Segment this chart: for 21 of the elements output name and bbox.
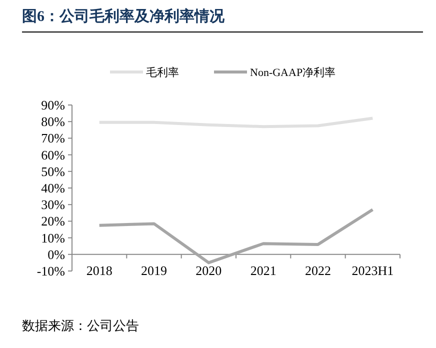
y-tick-label: 90% — [41, 98, 66, 112]
y-tick-label: 50% — [41, 164, 66, 179]
y-tick-label: -10% — [36, 264, 66, 278]
y-tick-label: 80% — [41, 114, 66, 130]
y-tick-label: 10% — [41, 230, 66, 246]
x-tick-label: 2018 — [86, 263, 112, 278]
y-tick-label: 60% — [41, 147, 66, 162]
y-tick-label: 30% — [41, 197, 66, 212]
y-tick-label: 20% — [41, 214, 66, 229]
x-tick-label: 2023H1 — [352, 263, 394, 278]
x-tick-label: 2022 — [305, 263, 331, 278]
x-tick-label: 2020 — [196, 263, 222, 278]
x-tick-label: 2019 — [141, 263, 167, 278]
x-tick-label: 2021 — [250, 263, 276, 278]
legend-label: Non-GAAP净利率 — [250, 66, 336, 79]
legend-label: 毛利率 — [146, 66, 179, 79]
source-note: 数据来源：公司公告 — [22, 318, 139, 333]
title: 图6：公司毛利率及净利率情况 — [22, 9, 224, 25]
y-tick-label: 70% — [41, 130, 66, 146]
y-tick-label: 40% — [41, 180, 66, 196]
y-tick-label: 0% — [48, 246, 66, 262]
